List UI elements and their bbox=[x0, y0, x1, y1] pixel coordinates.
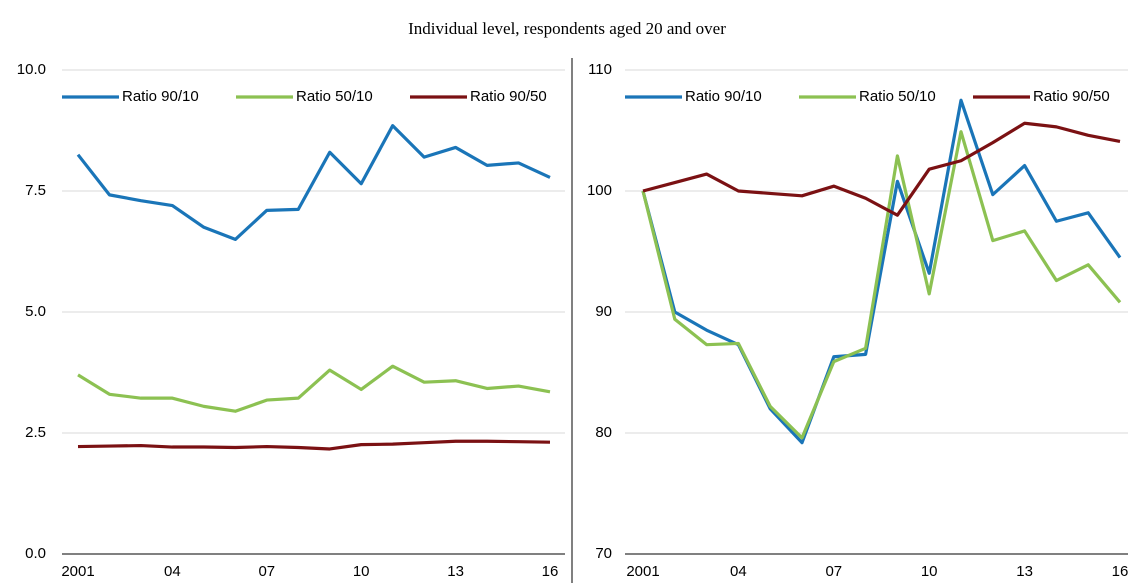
legend-label: Ratio 50/10 bbox=[296, 88, 373, 105]
x-tick-label: 2001 bbox=[61, 563, 94, 580]
series-line bbox=[77, 439, 551, 451]
y-tick-label: 2.5 bbox=[25, 424, 46, 441]
x-tick-label: 10 bbox=[921, 563, 938, 580]
legend-label: Ratio 90/10 bbox=[685, 88, 762, 105]
x-tick-label: 04 bbox=[164, 563, 181, 580]
y-tick-label: 80 bbox=[595, 424, 612, 441]
x-tick-label: 07 bbox=[258, 563, 275, 580]
x-tick-label: 16 bbox=[542, 563, 559, 580]
x-tick-label: 07 bbox=[825, 563, 842, 580]
y-tick-label: 110 bbox=[588, 61, 612, 78]
y-tick-label: 7.5 bbox=[25, 182, 46, 199]
series-line bbox=[642, 121, 1121, 217]
y-tick-label: 70 bbox=[595, 545, 612, 562]
y-tick-label: 5.0 bbox=[25, 303, 46, 320]
series-line bbox=[641, 130, 1122, 440]
legend-label: Ratio 90/50 bbox=[470, 88, 547, 105]
x-tick-label: 13 bbox=[1016, 563, 1033, 580]
chart-title: Individual level, respondents aged 20 an… bbox=[408, 19, 726, 38]
series-line bbox=[641, 98, 1122, 445]
x-tick-label: 04 bbox=[730, 563, 747, 580]
x-tick-label: 10 bbox=[353, 563, 370, 580]
legend-label: Ratio 90/10 bbox=[122, 88, 199, 105]
y-tick-label: 0.0 bbox=[25, 545, 46, 562]
x-tick-label: 13 bbox=[447, 563, 464, 580]
y-tick-label: 100 bbox=[587, 182, 612, 199]
series-line bbox=[76, 124, 551, 241]
series-line bbox=[77, 364, 551, 413]
y-tick-label: 90 bbox=[595, 303, 612, 320]
y-tick-label: 10.0 bbox=[17, 61, 46, 78]
legend-label: Ratio 50/10 bbox=[859, 88, 936, 105]
x-tick-label: 2001 bbox=[626, 563, 659, 580]
legend-label: Ratio 90/50 bbox=[1033, 88, 1110, 105]
x-tick-label: 16 bbox=[1112, 563, 1129, 580]
